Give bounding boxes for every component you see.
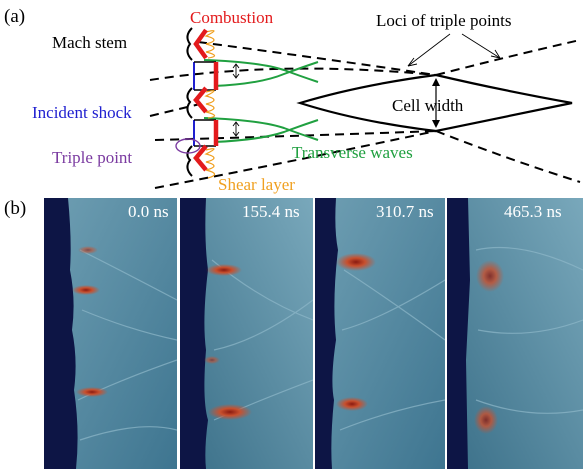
hot-spot	[336, 397, 368, 411]
frame-separators	[177, 198, 447, 469]
frame-time-label: 0.0 ns	[128, 202, 169, 221]
hot-spot	[474, 406, 498, 434]
locus-line	[154, 130, 437, 189]
frame-time-label: 155.4 ns	[242, 202, 300, 221]
cell-outline	[296, 73, 573, 133]
label-incident-shock: Incident shock	[32, 103, 132, 122]
hot-spot	[78, 246, 98, 254]
combustion-fronts	[193, 28, 219, 172]
simulation-frame	[180, 198, 313, 469]
frame-time-label: 465.3 ns	[504, 202, 562, 221]
locus-line	[435, 130, 581, 183]
unburnt-region	[315, 198, 338, 469]
unburnt-region	[180, 198, 208, 469]
panel-a-tag: (a)	[4, 6, 25, 27]
label-transverse-waves: Transverse waves	[292, 143, 413, 162]
panel-b: (b)	[4, 198, 583, 469]
label-loci: Loci of triple points	[376, 11, 512, 30]
label-mach-stem: Mach stem	[52, 33, 127, 52]
hot-spot	[206, 264, 242, 276]
shear-layer	[204, 30, 216, 179]
transverse-waves	[203, 59, 319, 143]
hot-spot	[204, 356, 220, 364]
hot-spot	[72, 285, 100, 295]
loci-pointer	[461, 33, 501, 59]
simulation-frame	[44, 198, 177, 469]
triple-point-loci	[149, 39, 581, 189]
label-combustion: Combustion	[190, 8, 274, 27]
panel-a: (a)	[4, 6, 581, 194]
loci-pointer-head	[407, 57, 418, 67]
triple-point-marker	[175, 138, 201, 154]
label-cell-width: Cell width	[392, 96, 464, 115]
loci-pointer-head	[490, 49, 501, 59]
hot-spot	[336, 253, 376, 271]
hot-spot	[476, 260, 504, 292]
mach-stems	[186, 27, 193, 177]
small-arrows	[232, 63, 240, 137]
locus-line	[149, 67, 437, 81]
simulation-frame	[447, 198, 583, 469]
simulation-frame	[315, 198, 445, 469]
locus-line	[149, 103, 201, 117]
label-shear-layer: Shear layer	[218, 175, 295, 194]
loci-pointer	[407, 33, 451, 67]
unburnt-region	[44, 198, 78, 469]
locus-line	[435, 39, 581, 76]
locus-line	[197, 41, 437, 76]
frame-time-label: 310.7 ns	[376, 202, 434, 221]
hot-spot	[76, 387, 108, 397]
panel-b-tag: (b)	[4, 198, 26, 219]
unburnt-region	[447, 198, 470, 469]
label-triple-point: Triple point	[52, 148, 132, 167]
hot-spot	[208, 404, 252, 420]
